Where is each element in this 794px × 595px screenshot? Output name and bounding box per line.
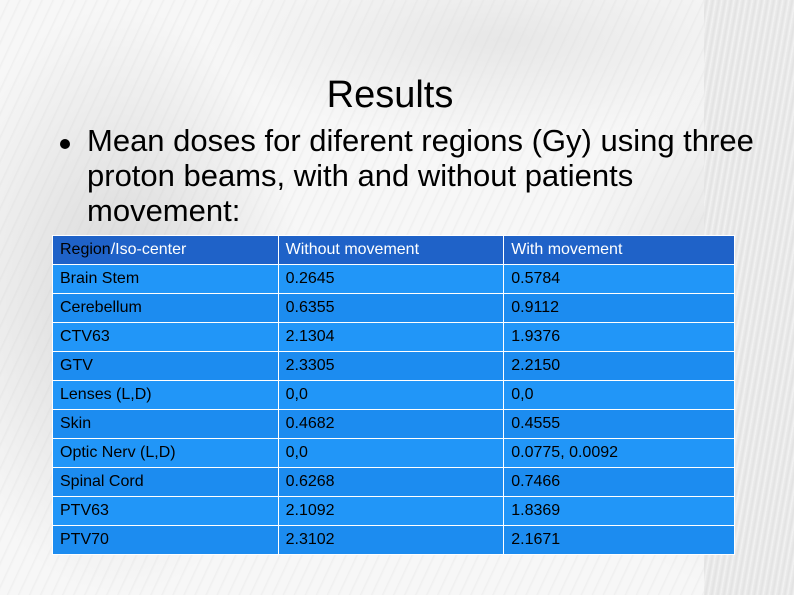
table-row: PTV70 2.3102 2.1671 <box>52 525 735 555</box>
cell-without: 0.2645 <box>277 264 505 294</box>
cell-region: Brain Stem <box>52 264 279 294</box>
cell-without: 0.6268 <box>277 467 505 497</box>
table-row: Brain Stem 0.2645 0.5784 <box>52 264 735 294</box>
table-row: Lenses (L,D) 0,0 0,0 <box>52 380 735 410</box>
cell-region: PTV63 <box>52 496 279 526</box>
cell-region: Skin <box>52 409 279 439</box>
results-table: Region/Iso-center Without movement With … <box>52 235 735 555</box>
table-row: Optic Nerv (L,D) 0,0 0.0775, 0.0092 <box>52 438 735 468</box>
bullet-dot-icon <box>60 139 70 149</box>
cell-without: 2.3305 <box>277 351 505 381</box>
cell-with: 0.7466 <box>503 467 735 497</box>
table-header-row: Region/Iso-center Without movement With … <box>52 235 735 265</box>
cell-with: 0.4555 <box>503 409 735 439</box>
header-region: Region/Iso-center <box>52 235 279 265</box>
header-region-suffix: /Iso-center <box>110 241 187 258</box>
cell-region: Spinal Cord <box>52 467 279 497</box>
cell-with: 0.0775, 0.0092 <box>503 438 735 468</box>
table-row: Cerebellum 0.6355 0.9112 <box>52 293 735 323</box>
cell-region: Lenses (L,D) <box>52 380 279 410</box>
slide-title: Results <box>326 74 454 116</box>
cell-without: 2.1304 <box>277 322 505 352</box>
cell-region: PTV70 <box>52 525 279 555</box>
cell-with: 1.9376 <box>503 322 735 352</box>
cell-with: 1.8369 <box>503 496 735 526</box>
header-region-highlight: Region <box>60 241 111 258</box>
cell-region: CTV63 <box>52 322 279 352</box>
table-row: CTV63 2.1304 1.9376 <box>52 322 735 352</box>
table-row: PTV63 2.1092 1.8369 <box>52 496 735 526</box>
cell-region: Cerebellum <box>52 293 279 323</box>
cell-without: 2.3102 <box>277 525 505 555</box>
header-with-movement: With movement <box>503 235 735 265</box>
table-row: GTV 2.3305 2.2150 <box>52 351 735 381</box>
cell-without: 0,0 <box>277 380 505 410</box>
cell-with: 2.2150 <box>503 351 735 381</box>
cell-without: 0.6355 <box>277 293 505 323</box>
header-without-movement: Without movement <box>277 235 505 265</box>
cell-region: GTV <box>52 351 279 381</box>
bullet-text: Mean doses for diferent regions (Gy) usi… <box>87 123 754 228</box>
cell-without: 0.4682 <box>277 409 505 439</box>
cell-with: 0,0 <box>503 380 735 410</box>
cell-without: 0,0 <box>277 438 505 468</box>
cell-with: 0.5784 <box>503 264 735 294</box>
cell-with: 0.9112 <box>503 293 735 323</box>
cell-region: Optic Nerv (L,D) <box>52 438 279 468</box>
table-row: Skin 0.4682 0.4555 <box>52 409 735 439</box>
cell-without: 2.1092 <box>277 496 505 526</box>
table-row: Spinal Cord 0.6268 0.7466 <box>52 467 735 497</box>
cell-with: 2.1671 <box>503 525 735 555</box>
